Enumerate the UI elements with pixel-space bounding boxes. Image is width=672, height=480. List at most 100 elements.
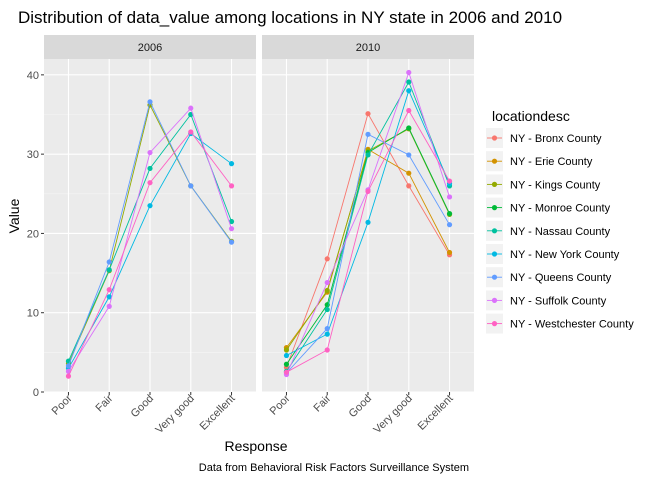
data-point <box>365 152 371 158</box>
data-point <box>228 226 235 232</box>
data-point <box>446 249 453 256</box>
data-point <box>324 279 330 286</box>
data-point <box>228 218 235 225</box>
x-tick-label: Good <box>129 393 157 421</box>
y-axis-title: Value <box>6 198 22 233</box>
data-point <box>324 331 330 337</box>
legend-entry: NY - Suffolk County <box>486 290 607 311</box>
legend-key-point <box>491 321 498 327</box>
x-tick-label: Very good <box>371 393 415 437</box>
facet-strip-label: 2010 <box>356 42 380 54</box>
legend-label: NY - Suffolk County <box>510 295 607 307</box>
legend-key-point <box>491 297 498 303</box>
data-point <box>446 222 453 228</box>
data-point <box>106 287 112 293</box>
data-point <box>147 149 153 156</box>
legend-key-point <box>491 228 498 234</box>
legend: locationdesc NY - Bronx County NY - Erie … <box>486 108 634 334</box>
data-point <box>406 107 412 114</box>
legend-entry: NY - Monroe County <box>486 197 611 218</box>
data-point <box>446 211 453 217</box>
legend-key-point <box>491 158 498 164</box>
data-point <box>65 363 72 369</box>
data-point <box>106 294 112 300</box>
data-point <box>324 256 330 262</box>
x-tick-label: Excellent <box>416 393 456 433</box>
chart-title: Distribution of data_value among locatio… <box>18 8 562 27</box>
data-point <box>406 79 412 85</box>
x-tick-label: Good <box>347 393 375 421</box>
data-point <box>406 183 412 189</box>
data-point <box>324 347 330 353</box>
legend-key-point <box>491 274 498 280</box>
data-point <box>188 183 194 189</box>
legend-entry: NY - Kings County <box>486 174 601 195</box>
data-point <box>147 203 153 209</box>
y-tick-label: 30 <box>27 149 39 161</box>
legend-label: NY - New York County <box>510 249 620 261</box>
x-tick-label: Very good <box>153 393 197 437</box>
legend-entry: NY - Westchester County <box>486 313 634 334</box>
data-point <box>365 188 371 195</box>
data-point <box>365 111 371 117</box>
y-tick-label: 10 <box>27 308 39 320</box>
data-point <box>324 325 330 332</box>
x-tick-label: Poor <box>50 392 75 417</box>
data-point <box>228 183 235 189</box>
facet-strip-label: 2006 <box>138 42 162 54</box>
legend-label: NY - Queens County <box>510 272 612 284</box>
data-point <box>147 180 153 186</box>
legend-key-point <box>491 181 498 187</box>
legend-entry: NY - Queens County <box>486 267 612 288</box>
data-point <box>147 99 153 105</box>
data-point <box>283 369 290 375</box>
data-point <box>406 125 412 131</box>
legend-label: NY - Kings County <box>510 179 601 191</box>
legend-label: NY - Nassau County <box>510 226 611 238</box>
data-point <box>324 287 330 294</box>
legend-label: NY - Westchester County <box>510 319 634 331</box>
legend-title: locationdesc <box>492 108 570 124</box>
data-point <box>406 170 412 176</box>
x-tick-label: Fair <box>93 392 115 414</box>
legend-label: NY - Monroe County <box>510 203 611 215</box>
data-point <box>283 361 290 367</box>
legend-entry: NY - New York County <box>486 244 620 264</box>
data-point <box>446 194 453 200</box>
data-point <box>283 352 290 359</box>
legend-key-point <box>491 251 498 257</box>
x-tick-label: Excellent <box>198 393 238 433</box>
data-point <box>365 131 371 137</box>
legend-key-point <box>491 135 498 141</box>
data-point <box>406 88 412 94</box>
data-point <box>365 219 371 225</box>
data-point <box>228 161 235 167</box>
x-tick-label: Poor <box>268 392 293 417</box>
data-point <box>406 69 412 76</box>
legend-key-point <box>491 205 498 211</box>
data-point <box>147 165 153 172</box>
data-point <box>406 152 412 158</box>
y-tick-label: 20 <box>27 228 39 240</box>
x-tick-label: Fair <box>311 392 333 414</box>
data-point <box>106 259 112 265</box>
legend-entry: NY - Erie County <box>486 151 593 172</box>
facet-strip <box>262 35 474 59</box>
chart-caption: Data from Behavioral Risk Factors Survei… <box>199 462 469 474</box>
x-axis-title: Response <box>224 438 287 454</box>
facet-strip <box>44 35 256 59</box>
y-tick-label: 0 <box>33 387 39 399</box>
data-point <box>106 303 112 309</box>
data-point <box>324 306 330 313</box>
legend-label: NY - Erie County <box>510 156 593 168</box>
legend-label: NY - Bronx County <box>510 133 602 145</box>
legend-entry: NY - Nassau County <box>486 220 611 241</box>
data-point <box>188 129 194 135</box>
data-point <box>228 239 235 245</box>
legend-entry: NY - Bronx County <box>486 128 602 148</box>
data-point <box>283 347 290 353</box>
